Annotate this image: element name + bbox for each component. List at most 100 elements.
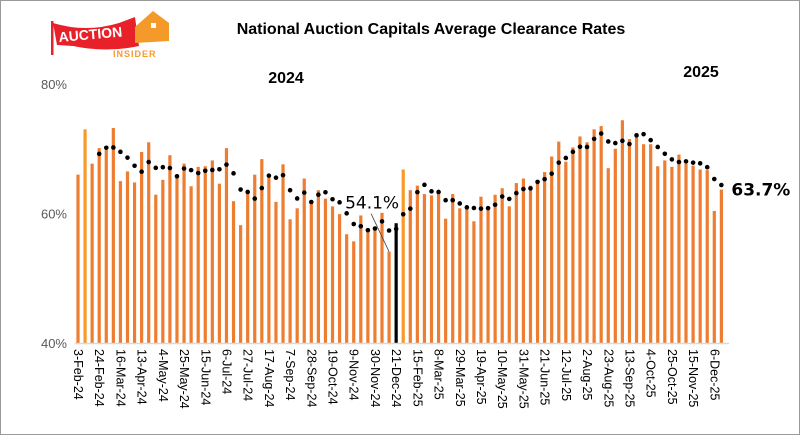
logo-text-insider: INSIDER (113, 49, 157, 59)
trend-point (217, 167, 222, 172)
bar-21-Dec-24 (394, 223, 398, 343)
bar-11-Oct-25 (656, 166, 660, 343)
bar-14-Jun-25 (535, 180, 540, 343)
trend-point (202, 168, 208, 174)
trend-point (160, 164, 166, 170)
bar-31-Aug-24 (281, 164, 285, 343)
trend-point (167, 165, 173, 171)
x-tick-label: 30-Nov-24 (368, 349, 382, 407)
trend-point (125, 155, 130, 160)
x-tick-label: 25-Oct-25 (665, 349, 679, 405)
x-axis: 3-Feb-24 24-Feb-24 16-Mar-24 13-Apr-24 4-May… (71, 349, 721, 409)
bar-29-Nov-25 (705, 170, 709, 343)
bar-5-Apr-25 (465, 208, 469, 343)
bar-10-May-25 (500, 188, 504, 343)
trend-point (627, 141, 632, 147)
trend-point (210, 167, 215, 173)
bar-22-Feb-25 (422, 194, 427, 343)
x-tick-label: 19-Oct-24 (326, 349, 340, 405)
trend-point (697, 161, 703, 166)
trend-point (613, 140, 618, 146)
trend-point (719, 182, 724, 188)
bar-30-Aug-25 (613, 148, 617, 343)
bar-20-Apr-24 (147, 142, 151, 343)
trend-point (478, 206, 484, 211)
trend-point (436, 189, 441, 195)
x-tick-label: 15-Jun-24 (198, 349, 212, 405)
bar-25-Oct-25 (670, 166, 674, 343)
bar-15-Feb-25 (415, 185, 419, 343)
bar-19-Jul-25 (571, 147, 575, 343)
y-tick-label: 40% (41, 336, 67, 351)
bar-7-Jun-25 (528, 185, 533, 343)
trend-point (379, 219, 385, 224)
bar-3-Feb-24 (76, 174, 80, 343)
annotation-leader-line (370, 213, 390, 252)
trend-point (294, 196, 300, 201)
bar-3-Aug-24 (253, 174, 257, 343)
bar-17-Feb-24 (90, 163, 94, 343)
bar-11-May-24 (168, 155, 172, 343)
trend-point (118, 149, 123, 155)
trend-point (337, 200, 342, 205)
bar-4-Oct-25 (649, 144, 653, 343)
trend-point (139, 169, 144, 175)
x-tick-label: 15-Nov-25 (686, 349, 700, 407)
trend-point (506, 196, 512, 202)
bar-12-Oct-24 (323, 198, 328, 343)
bar-2-Nov-24 (345, 234, 349, 343)
bar-3-May-25 (493, 194, 497, 343)
x-tick-label: 9-Nov-24 (347, 349, 361, 400)
bar-19-Apr-25 (479, 196, 483, 343)
bar-1-Jun-24 (189, 186, 193, 343)
trend-point (273, 175, 279, 181)
bar-21-Sep-24 (302, 178, 306, 343)
x-tick-label: 28-Sep-24 (304, 349, 318, 407)
trend-point (492, 202, 498, 208)
trend-point (386, 228, 392, 233)
y-tick-label: 80% (41, 77, 67, 92)
x-tick-label: 13-Sep-25 (622, 349, 636, 407)
bar-6-Dec-25 (712, 210, 716, 343)
trend-point (153, 165, 159, 171)
bars (76, 120, 723, 344)
bar-13-Sep-25 (627, 139, 632, 343)
x-tick-label: 6-Dec-25 (707, 349, 721, 400)
annotation-label: 54.1% (345, 194, 399, 214)
trend-point (266, 173, 272, 178)
trend-point (280, 172, 286, 178)
x-tick-label: 6-Jul-24 (219, 349, 233, 394)
x-tick-label: 4-Oct-25 (644, 349, 658, 398)
bar-8-Feb-25 (408, 190, 412, 343)
trend-point (96, 151, 102, 157)
bar-27-Sep-25 (642, 144, 646, 343)
trend-point (287, 187, 293, 193)
trend-point (584, 144, 590, 150)
bar-26-Apr-25 (486, 206, 490, 343)
trend-point (188, 167, 194, 173)
trend-point (514, 190, 519, 196)
x-tick-label: 21-Dec-24 (389, 349, 403, 407)
bar-29-Mar-25 (458, 208, 462, 343)
trend-point (662, 151, 668, 157)
bar-25-May-24 (182, 163, 186, 343)
bar-16-Mar-24 (118, 181, 123, 343)
trend-point (316, 192, 321, 198)
year-label-2025: 2025 (683, 64, 719, 81)
bar-16-Nov-24 (359, 215, 363, 343)
trend-point (676, 159, 682, 165)
bar-13-Jul-24 (231, 201, 236, 343)
bar-2-Aug-25 (585, 142, 589, 343)
trend-point (195, 170, 201, 176)
trend-point (641, 131, 646, 137)
bar-18-May-24 (175, 175, 179, 343)
trend-point (393, 226, 399, 232)
trend-point (521, 186, 526, 192)
bar-21-Jun-25 (543, 172, 547, 343)
bar-6-Jul-24 (224, 148, 229, 343)
trend-point (224, 162, 229, 167)
trend-point (549, 171, 554, 176)
bar-5-Oct-24 (316, 190, 320, 343)
bar-19-Oct-24 (330, 206, 335, 343)
